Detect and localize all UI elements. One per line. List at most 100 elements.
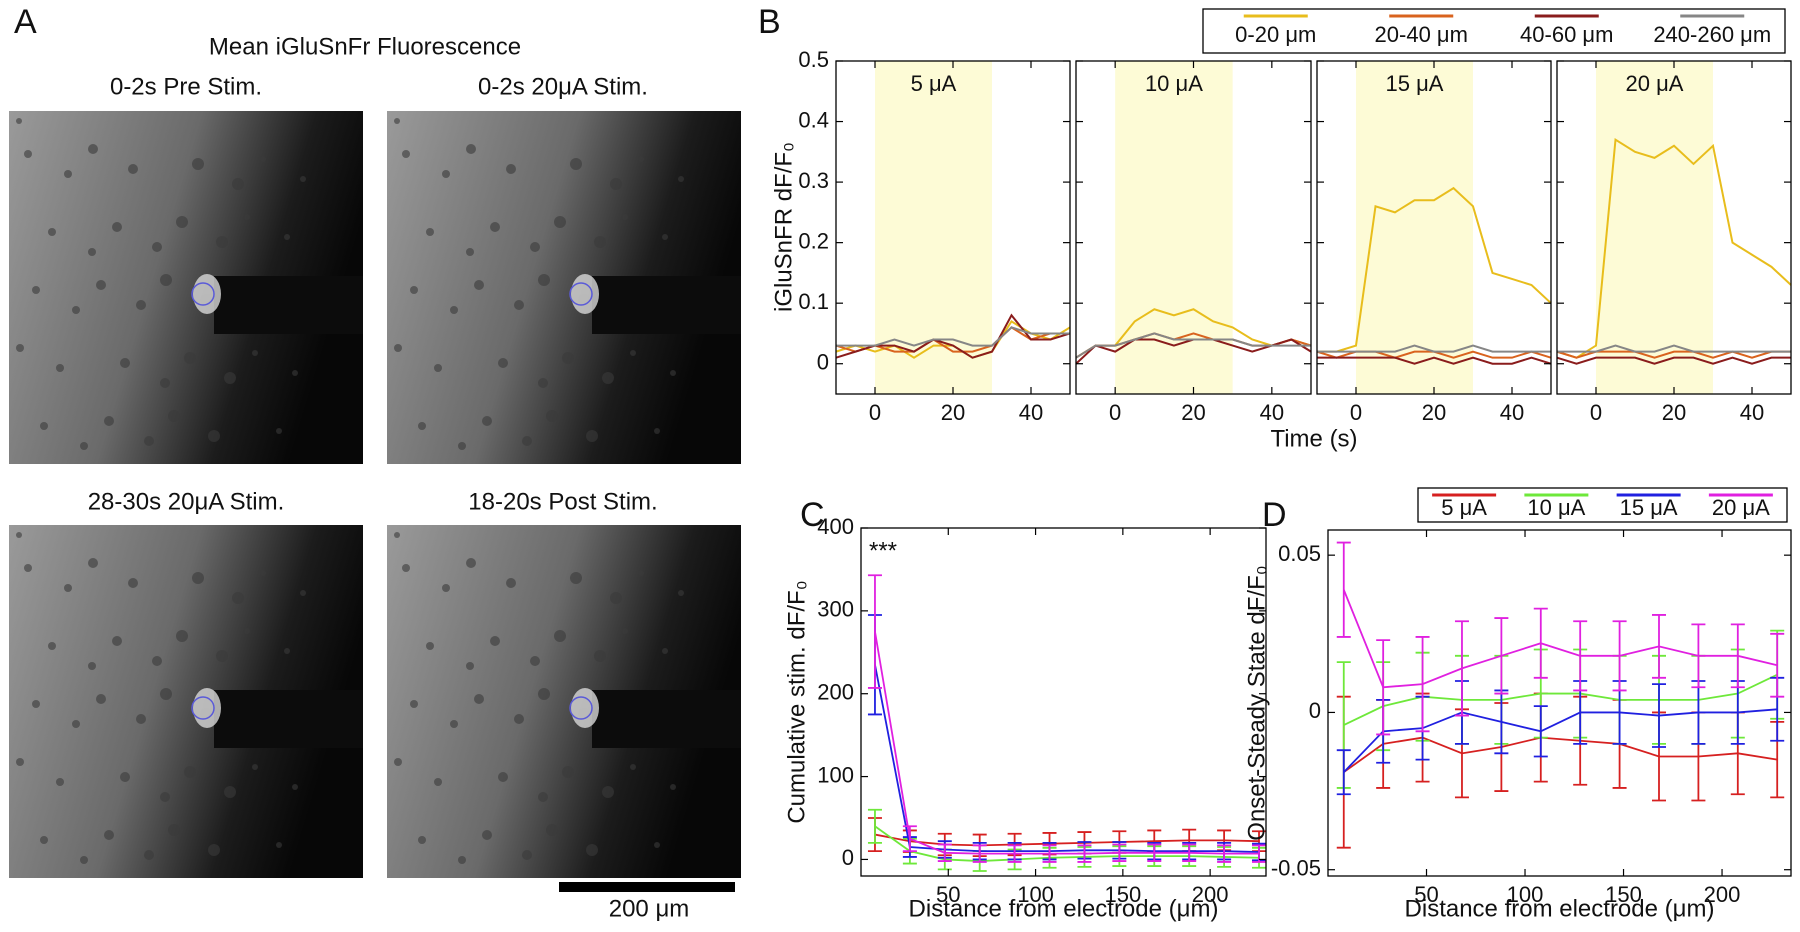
cell-shadow <box>88 248 96 256</box>
cell-shadow <box>40 836 48 844</box>
cell-shadow <box>160 378 170 388</box>
cell-shadow <box>216 236 228 248</box>
y-tick-label: 400 <box>817 514 854 539</box>
error-bar <box>1336 749 1351 796</box>
cell-shadow <box>160 274 172 286</box>
y-tick-label: 100 <box>817 762 854 787</box>
cell-shadow <box>394 118 400 124</box>
cell-shadow <box>594 650 606 662</box>
cell-shadow <box>192 158 204 170</box>
cell-shadow <box>678 590 684 596</box>
series-line <box>874 631 1260 855</box>
cell-shadow <box>232 178 244 190</box>
trace <box>1556 138 1792 359</box>
y-tick-label: -0.05 <box>1271 856 1321 881</box>
cell-shadow <box>670 370 676 376</box>
stim-window <box>875 61 992 394</box>
cell-shadow <box>276 428 282 434</box>
cell-shadow <box>184 352 196 364</box>
cell-shadow <box>284 234 290 240</box>
cell-shadow <box>410 286 418 294</box>
cell-shadow <box>284 648 290 654</box>
cell-shadow <box>40 422 48 430</box>
roi <box>569 696 593 720</box>
roi <box>191 282 215 306</box>
condition-label: 15 μA <box>1386 71 1444 96</box>
cell-shadow <box>622 628 628 634</box>
cell-shadow <box>160 688 172 700</box>
cell-shadow <box>466 662 474 670</box>
cell-shadow <box>570 572 582 584</box>
trace <box>1556 356 1791 365</box>
x-axis-label: Time (s) <box>1270 425 1357 452</box>
condition-label: 10 μA <box>1145 71 1203 96</box>
cell-shadow <box>192 572 204 584</box>
cell-shadow <box>260 156 266 162</box>
cell-shadow <box>638 156 644 162</box>
cell-shadow <box>458 856 466 864</box>
cell-shadow <box>586 844 598 856</box>
condition-label: 20 μA <box>1626 71 1684 96</box>
electrode <box>214 276 363 334</box>
panel-label: B <box>758 3 781 41</box>
cell-shadow <box>88 144 98 154</box>
cell-shadow <box>394 344 402 352</box>
y-axis-label: iGluSnFR dF/F₀ <box>770 142 797 312</box>
cell-shadow <box>466 248 474 256</box>
x-tick-label: 40 <box>1260 400 1284 425</box>
cell-shadow <box>252 764 258 770</box>
cell-shadow <box>554 630 566 642</box>
panel-label: A <box>14 3 37 41</box>
trace <box>1075 332 1311 359</box>
cell-shadow <box>654 842 660 848</box>
y-tick-label: 0.3 <box>798 168 829 193</box>
condition-label: 5 μA <box>911 71 957 96</box>
axes-box <box>1327 529 1792 877</box>
cell-shadow <box>292 784 298 790</box>
cell-shadow <box>490 222 500 232</box>
cell-shadow <box>522 850 532 860</box>
cell-shadow <box>64 170 72 178</box>
cell-shadow <box>530 656 540 666</box>
series-line <box>1342 589 1778 689</box>
cell-shadow <box>216 650 228 662</box>
cell-shadow <box>482 416 492 426</box>
cell-shadow <box>208 844 220 856</box>
cell-shadow <box>466 558 476 568</box>
cell-shadow <box>16 344 24 352</box>
cell-shadow <box>16 118 22 124</box>
y-tick-label: 0 <box>1309 698 1321 723</box>
significance: *** <box>869 537 897 564</box>
legend-label: 20-40 μm <box>1375 22 1468 47</box>
x-tick-label: 20 <box>1662 400 1686 425</box>
cell-shadow <box>426 642 434 650</box>
cell-shadow <box>506 578 516 588</box>
cell-shadow <box>554 216 566 228</box>
x-tick-label: 200 <box>1192 882 1229 907</box>
cell-shadow <box>458 442 466 450</box>
y-tick-label: 0.1 <box>798 289 829 314</box>
trace <box>1557 344 1791 353</box>
y-axis-label: Onset-Steady State dF/F₀ <box>1243 565 1270 840</box>
cell-shadow <box>410 700 418 708</box>
cell-shadow <box>260 570 266 576</box>
panel-label: D <box>1262 496 1287 534</box>
x-tick-label: 100 <box>1507 882 1544 907</box>
x-tick-label: 20 <box>941 400 965 425</box>
cell-shadow <box>662 234 668 240</box>
cell-shadow <box>514 714 524 724</box>
stim-window <box>1115 61 1233 394</box>
panel-label: C <box>800 496 825 534</box>
cell-shadow <box>586 430 598 442</box>
x-tick-label: 0 <box>869 400 881 425</box>
cell-shadow <box>184 766 196 778</box>
x-axis-label: Distance from electrode (μm) <box>909 895 1219 922</box>
image-grid: 0-2s Pre Stim. 0-2s 20μA Stim. 28-30s 20… <box>88 73 658 515</box>
cell-shadow <box>160 792 170 802</box>
cell-shadow <box>300 590 306 596</box>
cell-shadow <box>474 694 484 704</box>
cell-shadow <box>152 656 162 666</box>
legend-label: 0-20 μm <box>1235 22 1316 47</box>
cell-shadow <box>244 214 250 220</box>
cell-shadow <box>594 236 606 248</box>
